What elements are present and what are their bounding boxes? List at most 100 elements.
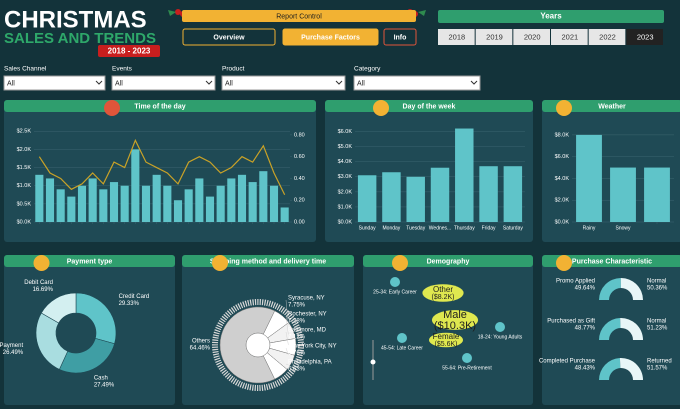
y-tick-label: $6.0K [338, 129, 353, 135]
nav-button-label[interactable]: Overview [213, 34, 245, 41]
panel-title: Payment type [67, 258, 113, 265]
gauge-label: Normal [647, 319, 666, 325]
panel-icon [392, 255, 408, 271]
leader-line [285, 299, 289, 326]
year-option[interactable] [551, 29, 588, 45]
panel-icon [212, 255, 228, 271]
panel [363, 255, 533, 405]
year-option[interactable] [588, 29, 626, 45]
y-tick-label: $4.0K [338, 159, 353, 165]
year-range: 2018 - 2023 [108, 47, 151, 56]
panel-icon [373, 100, 389, 116]
x-tick-label: Saturday [503, 225, 524, 231]
panel-title: Shipping method and delivery time [210, 258, 326, 265]
year-option-label[interactable]: 2022 [599, 32, 616, 41]
demography-label: 55-64: Pre-Retirement [442, 365, 492, 371]
bar [152, 174, 161, 222]
y-tick-label: $0.0K [338, 219, 353, 225]
filter-dropdown[interactable] [221, 75, 346, 91]
demography-label: 18-24: Young Adults [478, 334, 523, 340]
gauge-label: Purchased as Gift [547, 319, 595, 325]
filter-value[interactable]: All [115, 80, 123, 87]
dropdown-arrow[interactable] [205, 80, 213, 85]
year-option-label[interactable]: 2019 [486, 32, 503, 41]
bar [430, 167, 450, 222]
y-tick-label: $0.0K [17, 219, 32, 225]
bubble-value-label: ($5.6K) [435, 341, 458, 348]
bar [227, 178, 236, 222]
year-option[interactable] [626, 29, 663, 45]
year-option[interactable] [438, 29, 475, 45]
x-tick-label: Rainy [583, 225, 596, 231]
slice-value-label: 7.12% [288, 335, 306, 341]
slice-label: Others [192, 339, 210, 345]
year-option[interactable] [475, 29, 513, 45]
report-control-title: Report Control [276, 13, 322, 20]
y-tick-label: $2.0K [338, 189, 353, 195]
bubble-value-label: ($10.3K) [434, 320, 476, 332]
year-option-label[interactable]: 2021 [561, 32, 578, 41]
leader-line [285, 331, 289, 346]
filter-dropdown[interactable] [111, 75, 216, 91]
panel-icon [104, 100, 120, 116]
slice-label: Cash [94, 376, 108, 382]
dropdown-arrow[interactable] [95, 80, 103, 85]
slice-value-label: 7.75% [288, 303, 306, 309]
pie-gear-ring [212, 299, 304, 391]
slice-label: Debit Card [24, 280, 53, 286]
filter-dropdown[interactable] [353, 75, 481, 91]
panel-title: Weather [598, 103, 626, 110]
slice-value-label: 7.28% [288, 319, 306, 325]
slider-knob[interactable] [370, 359, 376, 365]
nav-button[interactable] [383, 28, 417, 46]
bar [644, 167, 670, 222]
bar [357, 175, 377, 222]
filter-value[interactable]: All [225, 80, 233, 87]
dashboard-title: CHRISTMAS [4, 6, 147, 33]
y-tick-label: $1.0K [338, 204, 353, 210]
panel-header [4, 100, 316, 112]
nav-button[interactable] [282, 28, 379, 46]
slice-value-label: 6.76% [288, 351, 306, 357]
dropdown-arrow[interactable] [335, 80, 343, 85]
bar [163, 185, 172, 222]
year-option-label[interactable]: 2023 [637, 32, 654, 41]
y-tick-label: $0.0K [555, 219, 570, 225]
nav-button-label[interactable]: Purchase Factors [301, 34, 360, 41]
panel-icon [556, 100, 572, 116]
gauge-value-label: 48.77% [575, 326, 596, 332]
x-tick-label: Wednes... [429, 225, 451, 231]
nav-button[interactable] [182, 28, 276, 46]
slice-value-label: 27.49% [94, 383, 115, 389]
gauge-segment [620, 318, 643, 340]
year-option-label[interactable]: 2018 [448, 32, 465, 41]
dropdown-arrow[interactable] [470, 80, 478, 85]
demography-node [390, 277, 400, 287]
filter-value[interactable]: All [7, 80, 15, 87]
demography-node [462, 353, 472, 363]
bar [259, 171, 268, 222]
y2-tick-label: 0.40 [294, 176, 305, 182]
filter-label: Sales Channel [4, 66, 47, 73]
y2-tick-label: 0.80 [294, 132, 305, 138]
bar [77, 185, 87, 222]
gauge-value-label: 51.23% [647, 326, 668, 332]
bar [406, 176, 425, 222]
bar [479, 166, 498, 222]
bar [45, 178, 55, 222]
bar [216, 185, 225, 222]
year-option[interactable] [513, 29, 550, 45]
filter-value[interactable]: All [357, 80, 365, 87]
bar [35, 174, 44, 222]
x-tick-label: Sunday [359, 225, 376, 231]
slice-value-label: 6.63% [288, 367, 306, 373]
gauge-value-label: 49.64% [575, 286, 596, 292]
leader-line [285, 315, 289, 336]
filter-dropdown[interactable] [3, 75, 106, 91]
years-bar [438, 10, 664, 23]
year-option-label[interactable]: 2020 [524, 32, 541, 41]
nav-button-label[interactable]: Info [394, 34, 407, 41]
bar [109, 182, 119, 222]
gauge-value-label: 51.57% [647, 366, 668, 372]
